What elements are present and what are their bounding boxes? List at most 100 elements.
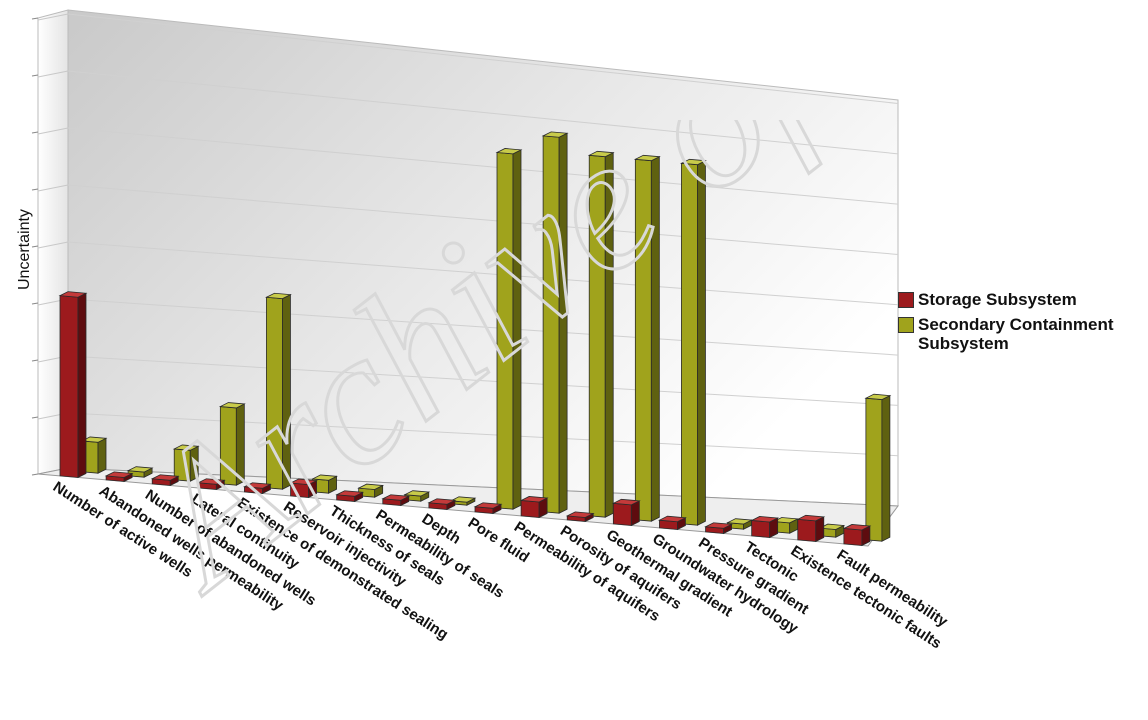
chart-legend: Storage Subsystem Secondary Containment … — [898, 290, 1148, 359]
bar-side — [282, 294, 291, 490]
legend-label-containment: Secondary Containment Subsystem — [918, 315, 1114, 353]
bar-top — [519, 496, 549, 503]
bar-top — [842, 524, 872, 531]
bar-front — [219, 406, 237, 486]
bar-storage-15 — [750, 516, 780, 539]
bar-containment-11 — [587, 150, 615, 518]
chart-walls — [37, 9, 899, 547]
y-axis-label: Uncertainty — [16, 209, 33, 290]
gridline — [67, 184, 899, 255]
bar-side — [558, 132, 568, 514]
bar-top — [704, 522, 734, 529]
bar-storage-11 — [565, 511, 595, 523]
bar-side — [77, 292, 87, 479]
bar-top — [381, 494, 411, 501]
bar-front — [681, 162, 698, 526]
y-axis-tick — [31, 245, 39, 248]
bar-storage-12 — [611, 498, 641, 527]
bar-top — [126, 466, 154, 473]
legend-label-storage: Storage Subsystem — [918, 290, 1077, 309]
bar-front — [843, 528, 863, 546]
bar-top — [473, 502, 503, 509]
bar-containment-7 — [403, 490, 431, 502]
gridline — [67, 241, 899, 306]
bar-storage-17 — [842, 524, 872, 547]
bar-side — [235, 403, 245, 486]
bar-top — [218, 402, 246, 409]
bar-top — [796, 514, 826, 522]
bar-front — [634, 158, 652, 522]
bar-front — [290, 482, 309, 498]
y-axis-tick — [31, 74, 39, 77]
bar-top — [449, 496, 477, 503]
bar-top — [818, 523, 846, 530]
bar-front — [59, 295, 79, 478]
y-axis-tick — [31, 473, 39, 476]
bar-top — [541, 131, 569, 138]
bar-storage-6 — [335, 490, 365, 503]
bar-top — [311, 474, 339, 481]
bar-side — [97, 437, 107, 474]
bar-front — [797, 518, 817, 542]
bar-top — [357, 483, 385, 490]
bar-top — [289, 478, 319, 486]
bar-storage-8 — [427, 498, 457, 511]
bar-top — [403, 490, 431, 497]
legend-item-containment: Secondary Containment Subsystem — [898, 315, 1148, 353]
bar-top — [150, 474, 180, 481]
bar-top — [611, 498, 641, 506]
bar-side — [512, 149, 522, 510]
bar-storage-16 — [796, 514, 826, 543]
bar-top — [264, 292, 292, 300]
bar-top — [657, 515, 687, 523]
gridline-side — [37, 13, 69, 21]
bar-top — [495, 148, 523, 155]
y-axis-tick — [31, 188, 39, 191]
bar-top — [750, 516, 780, 523]
gridline — [67, 298, 899, 356]
bar-containment-4 — [264, 292, 292, 490]
bar-storage-13 — [657, 515, 687, 531]
bar-storage-7 — [381, 494, 411, 507]
y-axis-tick — [31, 359, 39, 362]
gridline — [67, 13, 899, 105]
bar-storage-0 — [58, 291, 88, 479]
bar-containment-9 — [495, 148, 523, 510]
bar-front — [266, 296, 283, 490]
bar-storage-2 — [150, 474, 180, 487]
legend-item-storage: Storage Subsystem — [898, 290, 1148, 309]
gridline — [67, 355, 899, 406]
bar-containment-2 — [172, 444, 200, 482]
chart-gridlines — [31, 13, 899, 476]
bar-top — [587, 150, 615, 158]
gridline — [67, 412, 899, 457]
bar-storage-5 — [289, 478, 319, 499]
y-axis-tick — [31, 416, 39, 419]
bar-top — [633, 154, 661, 162]
bar-top — [80, 436, 108, 443]
gridline-side — [37, 241, 69, 249]
bar-side — [697, 160, 706, 526]
bar-containment-13 — [679, 158, 707, 526]
gridline — [67, 127, 899, 205]
legend-swatch-storage — [898, 292, 914, 308]
bar-top — [565, 511, 595, 518]
bar-front — [588, 154, 606, 518]
gridline — [67, 70, 899, 155]
bar-storage-3 — [196, 478, 226, 491]
bar-storage-9 — [473, 502, 503, 515]
chart-bars — [58, 131, 892, 547]
bar-containment-10 — [541, 131, 569, 514]
legend-swatch-containment — [898, 317, 914, 333]
bar-front — [542, 135, 560, 514]
bar-side — [650, 156, 660, 522]
y-axis-tick — [31, 17, 39, 20]
bar-storage-1 — [104, 471, 134, 483]
bar-containment-3 — [218, 402, 246, 486]
bar-front — [612, 502, 632, 526]
bar-top — [679, 158, 707, 166]
bar-side — [881, 394, 891, 542]
bar-storage-4 — [242, 482, 272, 495]
bar-containment-12 — [633, 154, 661, 522]
